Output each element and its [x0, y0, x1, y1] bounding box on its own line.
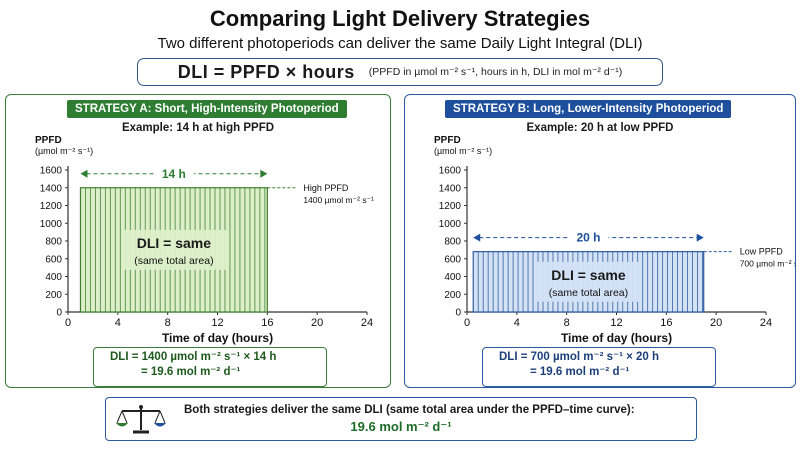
strategy-b-panel: STRATEGY B: Long, Lower-Intensity Photop…: [404, 94, 796, 388]
chart-b-x-tick-label: 16: [660, 317, 672, 329]
chart-b-y-tick-label: 1600: [439, 166, 462, 177]
formula-units-note: (PPFD in µmol m⁻² s⁻¹, hours in h, DLI i…: [368, 66, 623, 78]
conclusion-box: Both strategies deliver the same DLI (sa…: [105, 397, 697, 441]
chart-a-y-tick-label: 800: [45, 237, 62, 248]
chart-b-arrow-head-left: [473, 233, 481, 242]
chart-b-x-tick-label: 8: [564, 317, 570, 329]
chart-a-x-tick-label: 0: [65, 317, 71, 329]
strategy-a-dli-box: DLI = 1400 µmol m⁻² s⁻¹ × 14 h = 19.6 mo…: [93, 347, 327, 387]
chart-b-duration-label-bg: [568, 229, 609, 245]
chart-b-x-tick-label: 4: [514, 317, 520, 329]
strategy-a-panel: STRATEGY A: Short, High-Intensity Photop…: [5, 94, 391, 388]
chart-b-x-label: Time of day (hours): [561, 331, 672, 345]
chart-a-x-tick-label: 16: [261, 317, 273, 329]
page-title: Comparing Light Delivery Strategies: [209, 6, 591, 31]
strategy-b-dli-result: = 19.6 mol m⁻² d⁻¹: [530, 366, 630, 378]
strategy-b-dli-formula: DLI = 700 µmol m⁻² s⁻¹ × 20 h: [499, 351, 660, 363]
chart-a-level-value: 1400 µmol m⁻² s⁻¹: [303, 195, 374, 205]
chart-a-x-tick-label: 12: [211, 317, 223, 329]
chart-a-y-tick-label: 200: [45, 290, 62, 301]
strategy-b-chart: PPFD(µmol m⁻² s⁻¹)0200400600800100012001…: [434, 135, 795, 345]
chart-b-y-tick-label: 1000: [439, 219, 462, 230]
chart-b-x-tick-label: 20: [710, 317, 722, 329]
chart-a-y-tick-label: 600: [45, 254, 62, 265]
chart-a-duration-label-bg: [153, 165, 194, 181]
formula-main: DLI = PPFD × hours: [177, 61, 355, 82]
chart-a-x-tick-label: 24: [361, 317, 373, 329]
strategy-a-dli-formula: DLI = 1400 µmol m⁻² s⁻¹ × 14 h: [110, 351, 277, 363]
balance-scale-icon: [116, 405, 166, 434]
chart-b-area-label: DLI = same: [551, 267, 626, 283]
strategy-b-badge: STRATEGY B: Long, Lower-Intensity Photop…: [445, 100, 732, 118]
chart-b-y-tick-label: 1200: [439, 201, 462, 212]
chart-b-area-label-bg: [536, 261, 641, 302]
chart-b-duration-label: 20 h: [576, 231, 600, 245]
chart-b-y-tick-label: 600: [444, 254, 461, 265]
strategy-b-dli-box: DLI = 700 µmol m⁻² s⁻¹ × 20 h = 19.6 mol…: [482, 347, 716, 387]
formula-box: DLI = PPFD × hours (PPFD in µmol m⁻² s⁻¹…: [137, 58, 663, 86]
strategy-b-example: Example: 20 h at low PPFD: [526, 122, 674, 134]
chart-b-x-tick-label: 0: [464, 317, 470, 329]
chart-b-y-tick-label: 400: [444, 272, 461, 283]
chart-a-y-tick-label: 0: [56, 308, 62, 319]
chart-a-y-tick-label: 1600: [40, 166, 63, 177]
chart-a-y-unit: (µmol m⁻² s⁻¹): [35, 146, 93, 156]
chart-a-duration-label: 14 h: [162, 167, 186, 181]
chart-b-y-tick-label: 200: [444, 290, 461, 301]
chart-b-level-value: 700 µmol m⁻² s⁻¹: [740, 259, 795, 269]
chart-a-y-label: PPFD: [35, 135, 62, 146]
chart-a-area-label: DLI = same: [137, 235, 212, 251]
chart-a-y-tick-label: 1200: [40, 201, 63, 212]
chart-b-x-tick-label: 12: [610, 317, 622, 329]
chart-b-y-tick-label: 0: [455, 308, 461, 319]
chart-a-arrow-head-right: [260, 169, 268, 178]
chart-b-area-sublabel: (same total area): [549, 287, 628, 299]
chart-a-arrow-head-left: [80, 169, 88, 178]
chart-b-x-tick-label: 24: [760, 317, 772, 329]
chart-a-area-label-bg: [121, 229, 226, 270]
chart-a-level-label: High PPFD: [303, 183, 349, 193]
strategy-a-badge: STRATEGY A: Short, High-Intensity Photop…: [67, 100, 347, 118]
chart-a-y-tick-label: 1000: [40, 219, 63, 230]
chart-b-y-unit: (µmol m⁻² s⁻¹): [434, 146, 492, 156]
chart-b-level-label: Low PPFD: [740, 247, 784, 257]
chart-b-y-tick-label: 1400: [439, 183, 462, 194]
chart-a-area-sublabel: (same total area): [134, 255, 213, 267]
chart-a-y-tick-label: 400: [45, 272, 62, 283]
strategy-a-example: Example: 14 h at high PPFD: [121, 122, 275, 134]
chart-a-x-tick-label: 20: [311, 317, 323, 329]
chart-a-y-tick-label: 1400: [40, 183, 63, 194]
chart-a-x-tick-label: 4: [115, 317, 121, 329]
chart-b-y-tick-label: 800: [444, 237, 461, 248]
chart-a-x-label: Time of day (hours): [162, 331, 273, 345]
strategy-a-chart: PPFD(µmol m⁻² s⁻¹)0200400600800100012001…: [35, 135, 374, 345]
conclusion-value: 19.6 mol m⁻² d⁻¹: [350, 419, 452, 434]
chart-a-x-tick-label: 8: [165, 317, 171, 329]
strategy-a-dli-result: = 19.6 mol m⁻² d⁻¹: [141, 366, 241, 378]
chart-b-arrow-head-right: [696, 233, 704, 242]
chart-b-y-label: PPFD: [434, 135, 461, 146]
conclusion-text: Both strategies deliver the same DLI (sa…: [184, 404, 635, 416]
page-subtitle: Two different photoperiods can deliver t…: [157, 35, 643, 52]
